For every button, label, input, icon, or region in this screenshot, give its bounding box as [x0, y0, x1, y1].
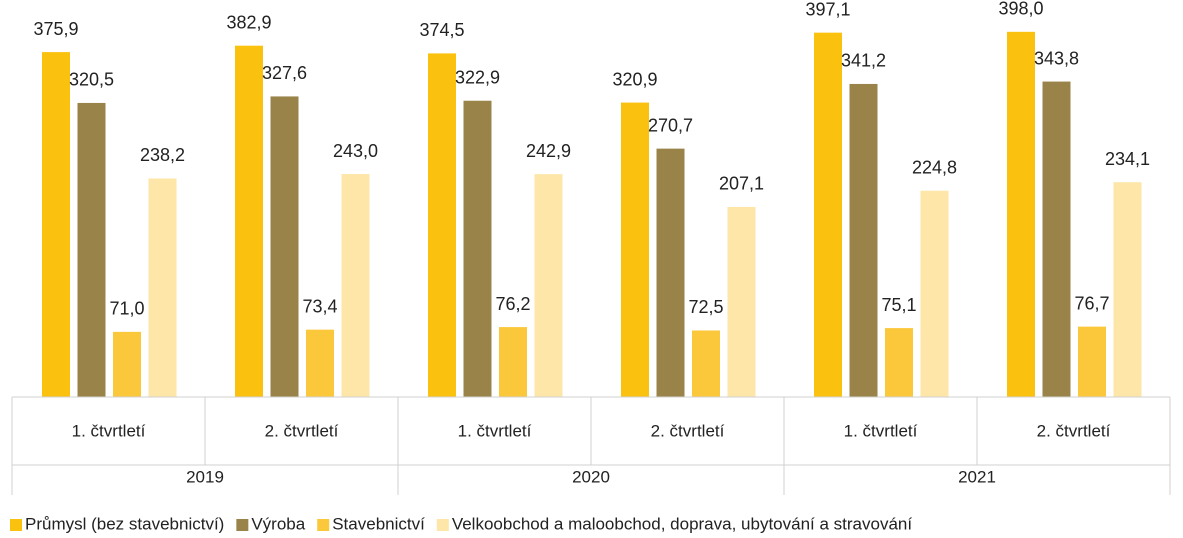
group-label: 2019 [186, 467, 224, 486]
bar [692, 330, 720, 397]
bar [235, 45, 263, 398]
bar [270, 96, 299, 397]
bar [656, 148, 685, 397]
data-label: 76,2 [495, 294, 530, 314]
legend-swatch [317, 519, 330, 531]
data-label: 374,5 [419, 20, 464, 40]
legend-swatch [436, 519, 449, 531]
legend-swatch [236, 519, 249, 531]
legend-label: Velkoobchod a maloobchod, doprava, ubyto… [452, 514, 913, 533]
bar [534, 174, 563, 397]
data-label: 397,1 [805, 0, 850, 19]
data-label: 327,6 [262, 63, 307, 83]
x-tick-label: 2. čtvrtletí [1037, 421, 1111, 440]
data-label: 398,0 [998, 0, 1043, 19]
legend-label: Stavebnictví [332, 514, 425, 533]
bar [1113, 182, 1142, 397]
x-tick-label: 2. čtvrtletí [265, 421, 339, 440]
group-label: 2021 [958, 467, 996, 486]
data-label: 76,7 [1074, 293, 1109, 313]
data-label: 73,4 [302, 296, 337, 316]
bar [621, 102, 649, 397]
group-label: 2020 [572, 467, 610, 486]
data-label: 224,8 [912, 157, 957, 177]
bar [1078, 326, 1106, 397]
legend-swatch [10, 519, 22, 531]
bar [428, 53, 456, 398]
bar [42, 52, 70, 397]
bar [849, 83, 878, 397]
data-label: 322,9 [455, 67, 500, 87]
bar [341, 174, 370, 397]
bar [499, 327, 527, 397]
data-label: 75,1 [881, 295, 916, 315]
bar [920, 190, 949, 397]
data-label: 243,0 [333, 141, 378, 161]
data-label: 238,2 [140, 145, 185, 165]
legend-label: Průmysl (bez stavebnictví) [25, 514, 224, 533]
bar [1007, 31, 1035, 398]
data-label: 341,2 [841, 51, 886, 71]
bar [306, 329, 334, 397]
data-label: 270,7 [648, 115, 693, 135]
data-label: 242,9 [526, 141, 571, 161]
x-tick-label: 1. čtvrtletí [458, 421, 532, 440]
x-tick-label: 1. čtvrtletí [844, 421, 918, 440]
data-label: 72,5 [688, 297, 723, 317]
bar [148, 178, 177, 397]
data-label: 375,9 [33, 19, 78, 39]
legend-label: Výroba [251, 514, 305, 533]
bar [885, 328, 913, 397]
data-label: 234,1 [1105, 149, 1150, 169]
bar [1042, 81, 1071, 397]
data-label: 343,8 [1034, 48, 1079, 68]
data-label: 320,9 [612, 69, 657, 89]
data-label: 382,9 [226, 12, 271, 32]
x-tick-label: 2. čtvrtletí [651, 421, 725, 440]
x-tick-label: 1. čtvrtletí [72, 421, 146, 440]
bar [814, 32, 842, 397]
bar [463, 100, 492, 397]
data-label: 207,1 [719, 174, 764, 194]
bar [77, 102, 106, 397]
data-label: 71,0 [109, 299, 144, 319]
bar [727, 206, 756, 397]
data-label: 320,5 [69, 70, 114, 90]
bar [113, 331, 141, 397]
